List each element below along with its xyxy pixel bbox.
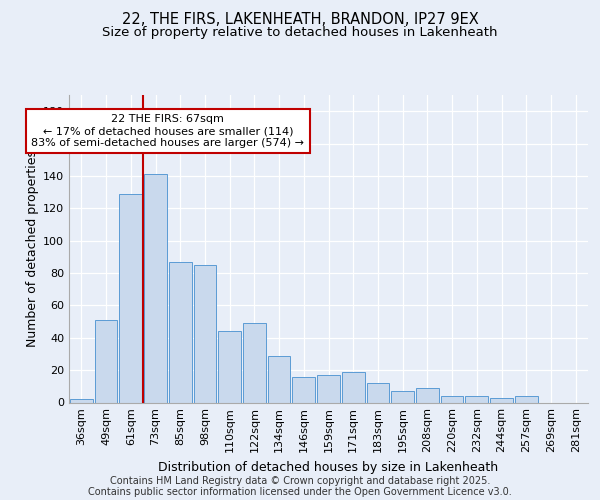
- Bar: [95, 320, 118, 402]
- X-axis label: Distribution of detached houses by size in Lakenheath: Distribution of detached houses by size …: [158, 461, 499, 474]
- Bar: [515, 396, 538, 402]
- Text: 22 THE FIRS: 67sqm
← 17% of detached houses are smaller (114)
83% of semi-detach: 22 THE FIRS: 67sqm ← 17% of detached hou…: [31, 114, 304, 148]
- Bar: [317, 375, 340, 402]
- Bar: [416, 388, 439, 402]
- Bar: [391, 391, 414, 402]
- Bar: [342, 372, 365, 402]
- Bar: [490, 398, 513, 402]
- Text: Contains HM Land Registry data © Crown copyright and database right 2025.: Contains HM Land Registry data © Crown c…: [110, 476, 490, 486]
- Bar: [70, 400, 93, 402]
- Bar: [268, 356, 290, 403]
- Bar: [144, 174, 167, 402]
- Bar: [194, 265, 216, 402]
- Bar: [218, 332, 241, 402]
- Y-axis label: Number of detached properties: Number of detached properties: [26, 150, 39, 347]
- Bar: [119, 194, 142, 402]
- Bar: [292, 376, 315, 402]
- Bar: [466, 396, 488, 402]
- Text: Size of property relative to detached houses in Lakenheath: Size of property relative to detached ho…: [102, 26, 498, 39]
- Text: Contains public sector information licensed under the Open Government Licence v3: Contains public sector information licen…: [88, 487, 512, 497]
- Bar: [243, 323, 266, 402]
- Text: 22, THE FIRS, LAKENHEATH, BRANDON, IP27 9EX: 22, THE FIRS, LAKENHEATH, BRANDON, IP27 …: [122, 12, 478, 28]
- Bar: [169, 262, 191, 402]
- Bar: [441, 396, 463, 402]
- Bar: [367, 383, 389, 402]
